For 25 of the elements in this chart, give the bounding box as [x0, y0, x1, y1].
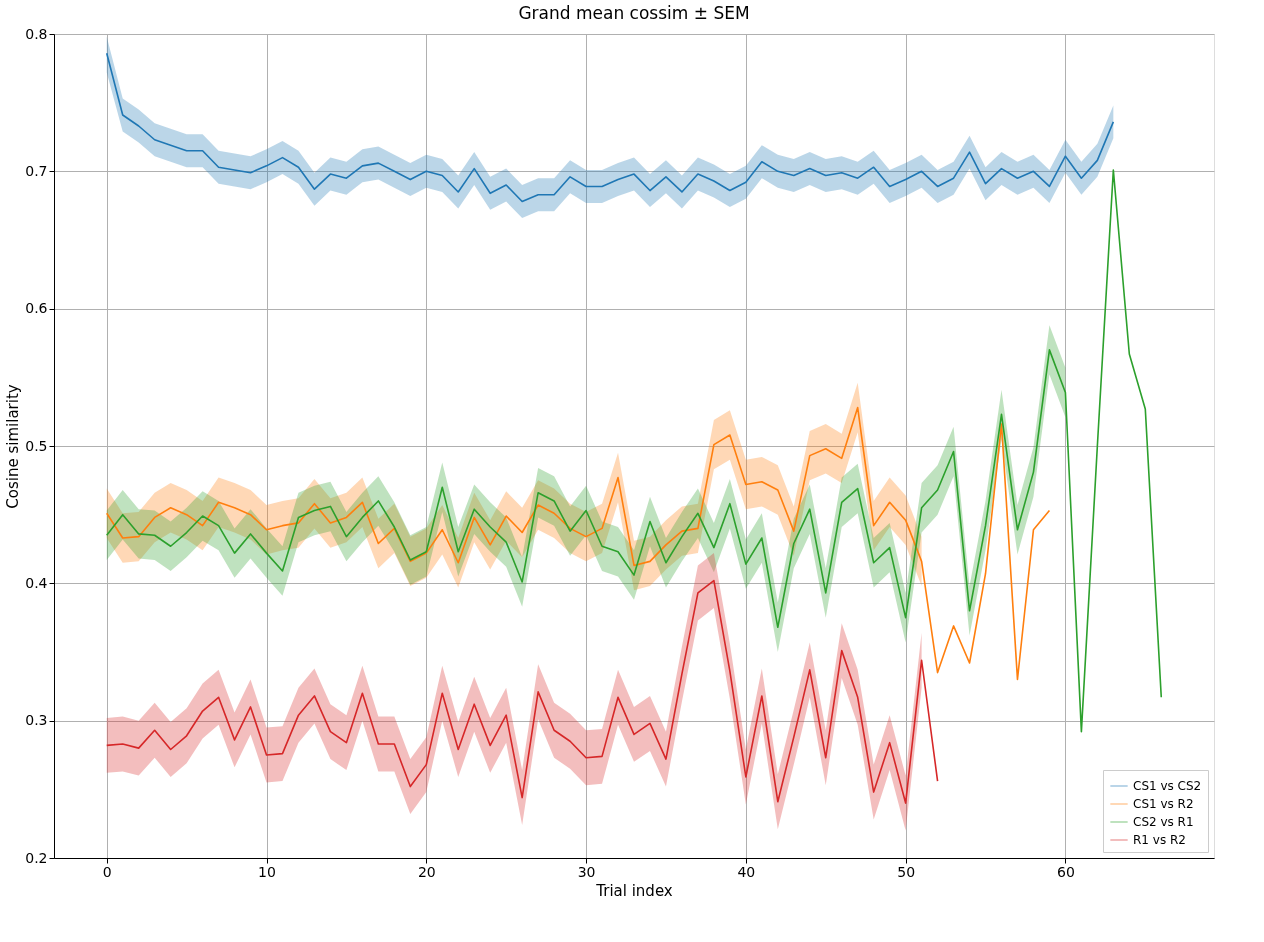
y-tick-label: 0.6	[25, 300, 48, 317]
legend-label: CS1 vs CS2	[1133, 779, 1202, 793]
legend-label: CS2 vs R1	[1133, 815, 1194, 829]
x-axis-title: Trial index	[595, 881, 673, 900]
y-tick-label: 0.8	[25, 25, 48, 42]
y-tick-label: 0.4	[25, 574, 48, 591]
y-tick-label: 0.5	[25, 437, 48, 454]
chart-title: Grand mean cossim ± SEM	[518, 3, 750, 23]
y-tick-label: 0.2	[25, 849, 48, 866]
y-axis-title: Cosine similarity	[4, 384, 23, 509]
x-tick-label: 0	[102, 863, 112, 880]
x-tick-label: 50	[897, 863, 916, 880]
x-tick-label: 30	[577, 863, 596, 880]
legend-label: R1 vs R2	[1133, 833, 1186, 847]
x-tick-label: 20	[417, 863, 436, 880]
legend-label: CS1 vs R2	[1133, 797, 1194, 811]
y-tick-label: 0.3	[25, 712, 48, 729]
x-tick-label: 10	[258, 863, 276, 880]
y-tick-label: 0.7	[25, 162, 48, 179]
x-tick-label: 60	[1056, 863, 1075, 880]
line-series	[105, 579, 939, 804]
line-series	[105, 169, 1163, 733]
x-tick-label: 40	[737, 863, 756, 880]
line-series	[105, 52, 1115, 203]
line-series	[105, 406, 1051, 681]
